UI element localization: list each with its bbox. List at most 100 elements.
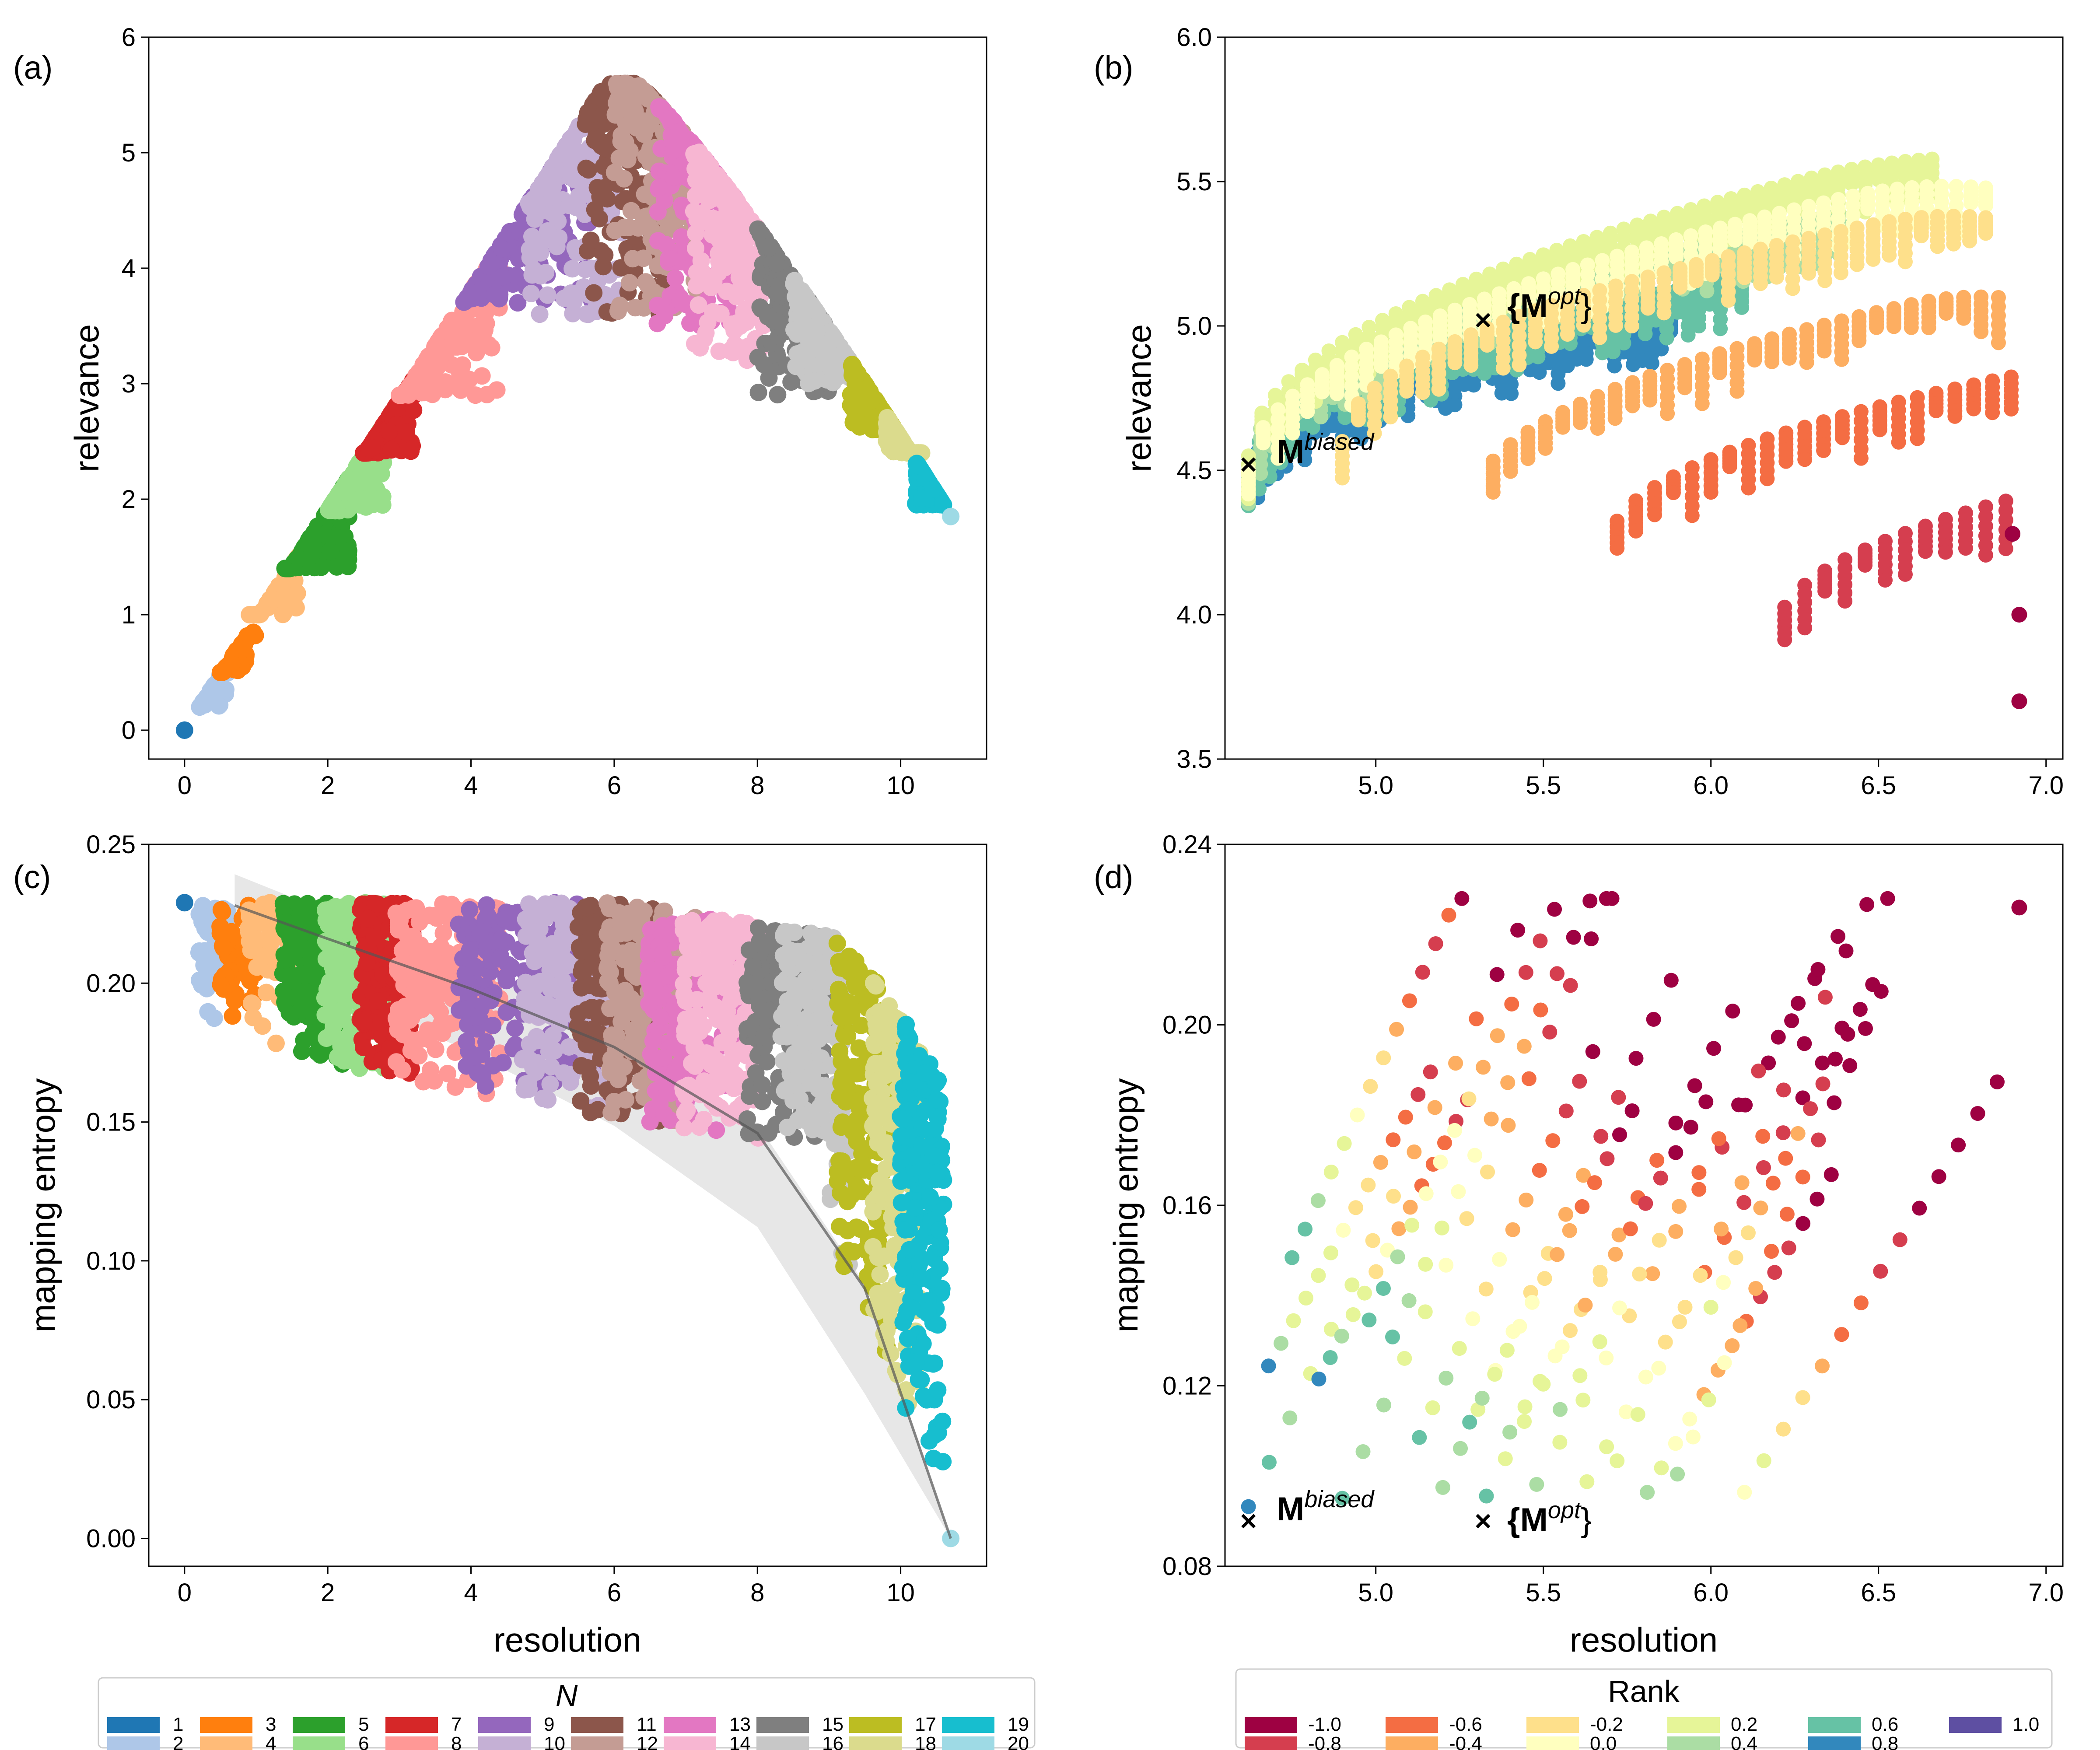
point xyxy=(582,231,600,249)
point xyxy=(1797,452,1813,467)
point xyxy=(494,268,511,286)
point xyxy=(636,186,654,203)
point xyxy=(1447,355,1463,371)
point xyxy=(1838,594,1853,609)
point xyxy=(1532,365,1547,380)
point xyxy=(1466,378,1481,393)
point xyxy=(723,203,741,220)
point xyxy=(1991,335,2006,350)
point xyxy=(2011,607,2027,623)
point xyxy=(1659,330,1674,346)
point xyxy=(483,339,500,357)
point xyxy=(1329,386,1344,401)
series-N-19 xyxy=(906,455,952,514)
point xyxy=(1544,339,1559,354)
point xyxy=(1869,320,1884,335)
point xyxy=(767,284,785,302)
point xyxy=(1495,360,1511,376)
point xyxy=(692,150,710,168)
point xyxy=(1463,358,1479,373)
point xyxy=(191,698,209,716)
point xyxy=(1921,320,1936,336)
point xyxy=(526,210,544,228)
point xyxy=(1741,480,1756,496)
point xyxy=(1849,257,1865,272)
xtick-label: 10 xyxy=(886,771,915,800)
point xyxy=(525,260,542,278)
point xyxy=(751,225,769,243)
point xyxy=(1860,201,1876,217)
point xyxy=(274,606,292,623)
point xyxy=(353,472,371,490)
point xyxy=(1688,273,1704,288)
point xyxy=(850,414,868,432)
panel-label-c: (c) xyxy=(13,859,51,895)
series-N-1 xyxy=(175,721,193,739)
point xyxy=(924,480,942,498)
point xyxy=(1878,573,1893,588)
point xyxy=(1313,410,1329,425)
point xyxy=(1946,236,1961,252)
xtick-label: 8 xyxy=(750,771,764,800)
point xyxy=(210,697,228,715)
series-N-20 xyxy=(942,508,960,525)
point xyxy=(304,532,322,550)
point xyxy=(1853,451,1869,466)
point xyxy=(312,558,330,576)
point xyxy=(612,133,630,150)
point xyxy=(540,165,558,183)
point xyxy=(523,228,541,245)
x-marker xyxy=(1476,313,1491,328)
xtick-label: 4 xyxy=(464,771,478,800)
point xyxy=(327,528,345,546)
point xyxy=(1914,228,1929,244)
point xyxy=(1284,445,1299,460)
point xyxy=(466,386,484,404)
point xyxy=(1684,508,1700,523)
point xyxy=(1353,431,1368,446)
point xyxy=(1485,485,1501,500)
point xyxy=(273,576,291,594)
point xyxy=(287,599,305,617)
point xyxy=(822,360,840,378)
xtick-label: 6 xyxy=(607,771,621,800)
point xyxy=(752,300,770,318)
point xyxy=(1256,435,1271,451)
point xyxy=(1897,567,1913,582)
point xyxy=(477,315,495,332)
point xyxy=(609,302,627,320)
series-N-3 xyxy=(211,623,264,681)
point xyxy=(1673,280,1688,295)
point xyxy=(1727,233,1743,248)
point xyxy=(1833,265,1848,280)
point xyxy=(1712,365,1727,381)
ytick-label: 1 xyxy=(122,601,136,629)
point xyxy=(1660,406,1675,421)
point xyxy=(1966,401,1981,416)
point xyxy=(1699,283,1715,298)
point xyxy=(660,110,678,128)
point xyxy=(634,249,652,267)
point xyxy=(1799,355,1814,370)
point xyxy=(1503,464,1518,479)
point xyxy=(321,542,339,560)
point xyxy=(726,243,744,261)
point xyxy=(263,590,281,608)
point xyxy=(755,356,773,374)
point xyxy=(1978,198,1993,213)
point xyxy=(374,488,392,506)
point xyxy=(349,458,367,476)
point xyxy=(687,224,705,242)
point xyxy=(1560,327,1575,342)
point xyxy=(636,112,654,130)
point xyxy=(1704,267,1720,283)
panel-b-marks xyxy=(1241,151,2027,709)
point xyxy=(799,318,817,336)
point xyxy=(1305,420,1320,435)
point xyxy=(459,316,477,334)
point xyxy=(1607,411,1623,426)
point xyxy=(1504,386,1519,401)
point xyxy=(1625,398,1640,413)
point xyxy=(1399,384,1414,399)
